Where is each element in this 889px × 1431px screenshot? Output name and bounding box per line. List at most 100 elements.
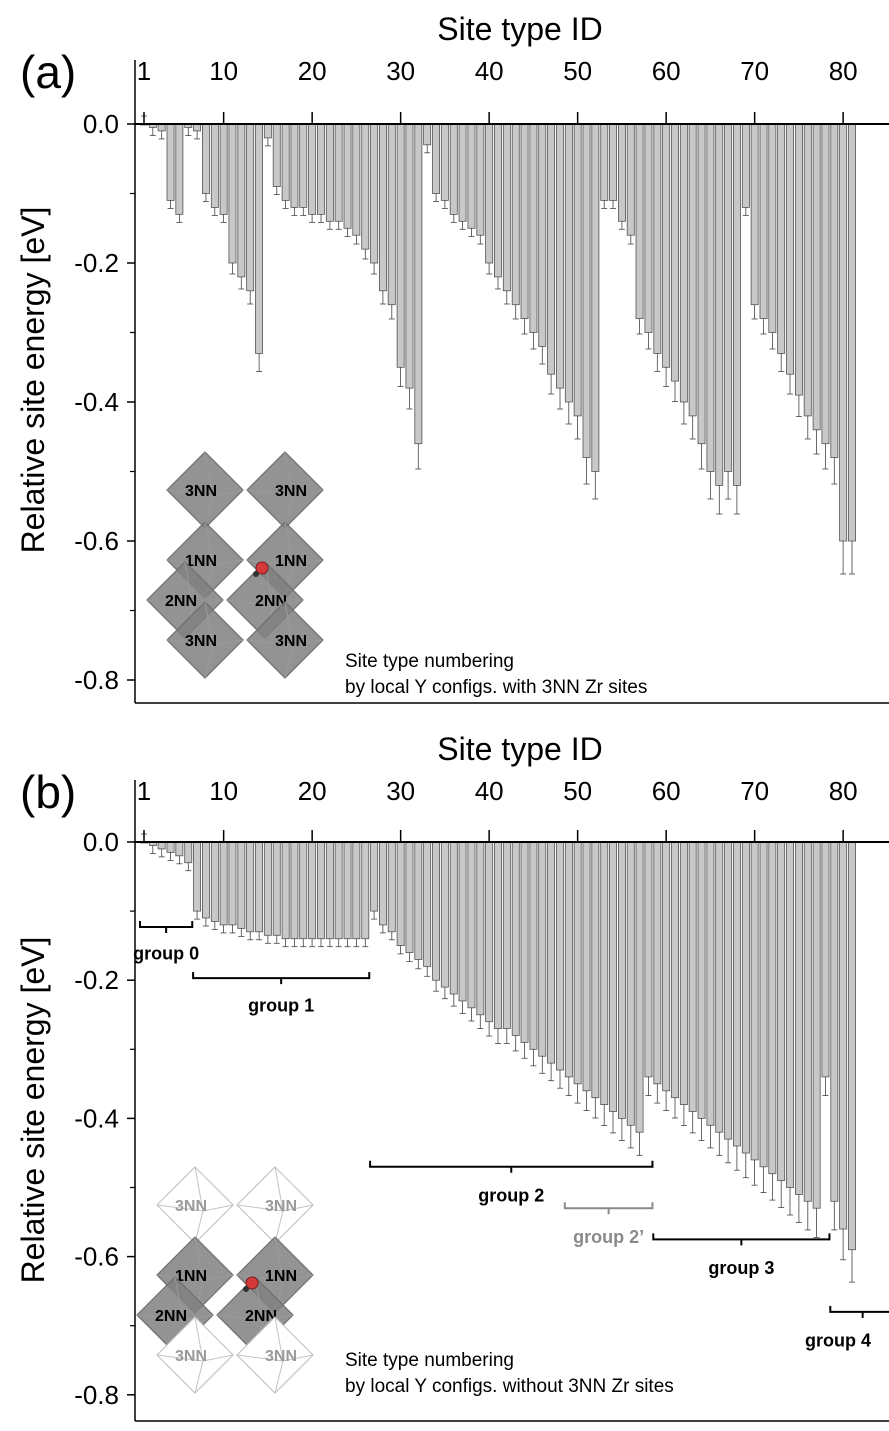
bar — [688, 123, 697, 417]
bar — [750, 841, 759, 1161]
bar — [520, 123, 529, 320]
bar — [316, 841, 325, 940]
x-tick-label: 50 — [563, 776, 592, 806]
bar — [733, 123, 741, 486]
bar — [493, 841, 502, 1030]
bar — [635, 123, 644, 320]
inset-label: 2NN — [255, 593, 287, 610]
group-bracket-line — [652, 1233, 831, 1246]
y-tick-label: 0.0 — [83, 109, 119, 139]
panel-label: (b) — [20, 766, 76, 818]
bar — [538, 841, 547, 1057]
bar — [582, 841, 591, 1092]
chart-panel-a: 0.0 -0.2 -0.4 -0.6 -0.8 1 10 20 30 40 50 60 70 80 Site… — [15, 11, 889, 704]
bar — [334, 841, 343, 940]
inset-label: 3NN — [175, 1198, 207, 1215]
bar — [609, 123, 617, 201]
group-label: group 2 — [478, 1185, 544, 1205]
group-bracket-line — [139, 920, 194, 933]
bar — [511, 123, 520, 306]
bar — [812, 841, 821, 1209]
bar — [378, 841, 387, 926]
bar — [803, 841, 812, 1202]
inset-label: 3NN — [185, 633, 217, 650]
bar — [582, 123, 591, 459]
y-tick-label: -0.4 — [74, 387, 119, 417]
octahedron-inset: 3NN 3NN 1NN 1NN 2NN 2NN 3NN 3NN — [146, 451, 324, 679]
bar — [724, 841, 733, 1140]
bar — [325, 841, 334, 940]
bar — [299, 841, 308, 940]
bar — [768, 841, 777, 1175]
x-tick-label: 80 — [829, 56, 858, 86]
group-label: group 3 — [708, 1258, 774, 1278]
y-axis-title: Relative site energy [eV] — [15, 207, 51, 554]
bar — [246, 123, 255, 292]
bar — [697, 123, 706, 445]
bars — [139, 115, 856, 575]
bar — [688, 841, 697, 1112]
bar — [777, 841, 786, 1182]
bar — [662, 841, 671, 1092]
bar — [237, 841, 246, 929]
x-tick-label: 20 — [298, 776, 327, 806]
bar — [600, 841, 609, 1106]
bar — [547, 841, 555, 1064]
x-tick-label: 1 — [137, 56, 151, 86]
x-tick-label: 30 — [386, 56, 415, 86]
octahedron-edge — [246, 451, 324, 529]
bar — [290, 841, 299, 940]
bar — [316, 123, 325, 215]
bar — [325, 123, 334, 222]
bar — [591, 841, 600, 1099]
inset-label: 2NN — [155, 1308, 187, 1325]
bar — [423, 123, 432, 146]
bar — [679, 123, 688, 403]
x-tick-label: 40 — [475, 776, 504, 806]
x-axis-title: Site type ID — [437, 11, 602, 47]
y-tick-label: -0.8 — [74, 1380, 119, 1410]
y-tick-label: -0.8 — [74, 665, 119, 695]
bar — [839, 841, 848, 1230]
bar — [476, 123, 485, 236]
bar — [228, 841, 237, 926]
x-axis-title: Site type ID — [437, 731, 602, 767]
panel-label: (a) — [20, 46, 76, 98]
bar — [733, 841, 741, 1147]
bar — [502, 841, 511, 1030]
bar — [157, 841, 166, 850]
bar — [573, 841, 582, 1085]
bar — [396, 123, 405, 368]
bar — [715, 841, 724, 1133]
bar — [618, 841, 626, 1119]
bar — [715, 123, 724, 486]
bar — [352, 841, 361, 940]
inset-label: 2NN — [245, 1308, 277, 1325]
bar — [237, 123, 246, 278]
bar — [741, 123, 750, 208]
y-tick-label: 0.0 — [83, 827, 119, 857]
bar — [157, 123, 166, 132]
y-axis-title: Relative site energy [eV] — [15, 937, 51, 1284]
bar — [228, 123, 237, 264]
bar — [405, 123, 414, 389]
bar — [343, 123, 352, 229]
oxygen-atom-icon — [245, 1276, 259, 1290]
bar — [272, 841, 281, 936]
x-tick-label: 80 — [829, 776, 858, 806]
bar — [432, 123, 440, 194]
bar — [449, 123, 458, 215]
bar — [529, 123, 538, 333]
bar — [219, 841, 228, 926]
annotation-line-2: by local Y configs. with 3NN Zr sites — [345, 677, 647, 698]
bar — [679, 841, 688, 1106]
inset-label: 3NN — [275, 633, 307, 650]
bar — [299, 123, 308, 208]
octahedron-inset: 3NN 3NN 1NN 1NN 2NN 2NN 3NN 3NN — [136, 1166, 314, 1394]
bar — [166, 123, 175, 201]
bar — [556, 841, 564, 1071]
bar — [529, 841, 538, 1050]
bar — [644, 123, 653, 333]
bar — [706, 123, 715, 472]
